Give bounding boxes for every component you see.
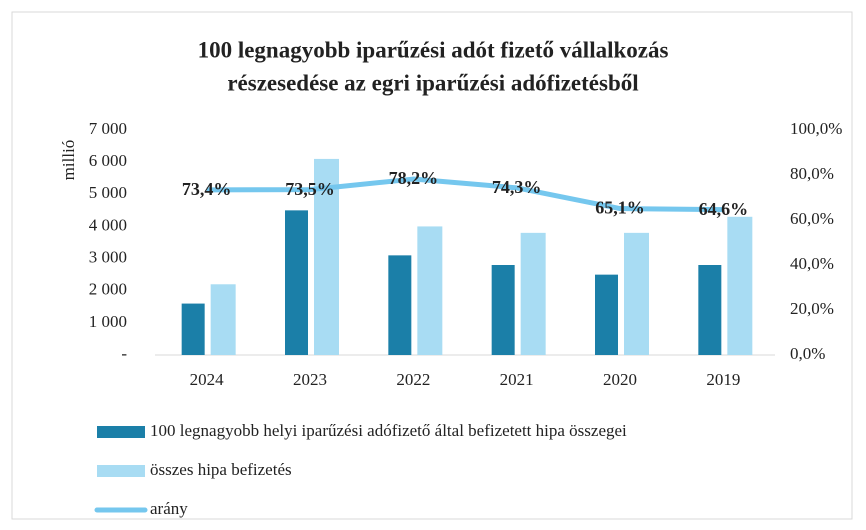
data-label: 73,4%: [182, 179, 232, 199]
legend-marker: [97, 465, 145, 477]
x-tick-label: 2019: [706, 370, 740, 389]
y-axis-label: millió: [59, 140, 78, 181]
data-label: 64,6%: [699, 199, 749, 219]
y2-tick-label: 80,0%: [790, 164, 834, 183]
bar: [491, 265, 515, 355]
bar: [314, 158, 339, 355]
bar: [520, 232, 546, 355]
y2-tick-label: 40,0%: [790, 254, 834, 273]
x-tick-label: 2023: [293, 370, 327, 389]
x-tick-label: 2022: [396, 370, 430, 389]
y-tick-label: 1 000: [89, 312, 127, 331]
legend-label: arány: [150, 499, 188, 518]
bar: [210, 284, 236, 355]
bar: [181, 303, 205, 355]
y-tick-label: 4 000: [89, 215, 127, 234]
data-label: 78,2%: [389, 168, 439, 188]
y-tick-label: -: [121, 344, 127, 363]
chart-title: 100 legnagyobb iparűzési adót fizető vál…: [198, 37, 669, 62]
bar: [595, 274, 618, 355]
bar: [417, 226, 443, 355]
chart-title: részesedése az egri iparűzési adófizetés…: [227, 70, 638, 95]
bar: [285, 210, 308, 355]
bar: [727, 216, 753, 355]
y2-tick-label: 0,0%: [790, 344, 825, 363]
bar: [388, 255, 412, 355]
y2-tick-label: 60,0%: [790, 209, 834, 228]
data-label: 65,1%: [595, 198, 645, 218]
bar: [698, 265, 722, 355]
x-tick-label: 2021: [500, 370, 534, 389]
legend-label: összes hipa befizetés: [150, 460, 292, 479]
data-label: 74,3%: [492, 177, 542, 197]
legend-marker: [97, 426, 145, 438]
y-tick-label: 5 000: [89, 183, 127, 202]
y-tick-label: 3 000: [89, 247, 127, 266]
y-tick-label: 7 000: [89, 119, 127, 138]
data-label: 73,5%: [285, 179, 335, 199]
legend-label: 100 legnagyobb helyi iparűzési adófizető…: [150, 421, 627, 440]
x-tick-label: 2024: [190, 370, 225, 389]
x-tick-label: 2020: [603, 370, 637, 389]
y2-tick-label: 20,0%: [790, 299, 834, 318]
y2-tick-label: 100,0%: [790, 119, 842, 138]
bar: [624, 232, 649, 355]
y-tick-label: 6 000: [89, 151, 127, 170]
y-tick-label: 2 000: [89, 280, 127, 299]
line: [206, 176, 724, 213]
